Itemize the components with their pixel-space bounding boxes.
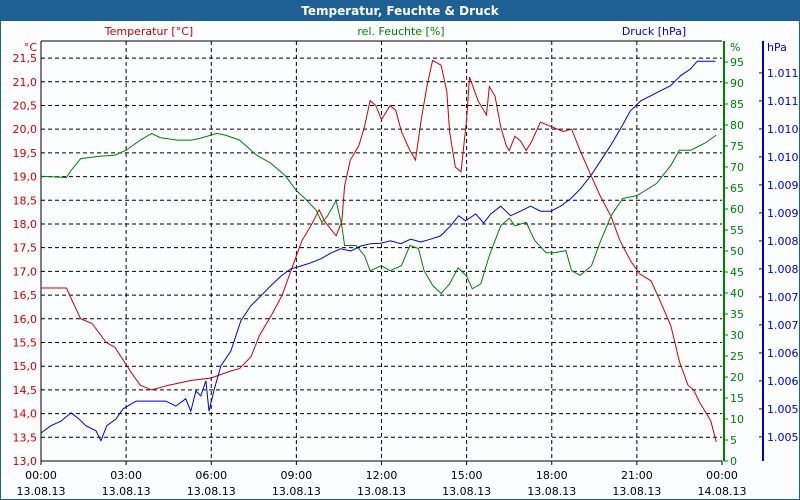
x-tick-date: 13.08.13	[442, 485, 491, 498]
temp-tick-label: 14,5	[13, 384, 38, 397]
series-line-hum	[40, 132, 717, 295]
x-tick-time: 09:00	[281, 469, 313, 482]
humidity-axis-title: rel. Feuchte [%]	[357, 25, 444, 38]
pressure-tick-label: 1.009	[767, 179, 799, 192]
humidity-tick-label: 65	[730, 182, 744, 195]
x-tick-time: 03:00	[110, 469, 142, 482]
humidity-tick-label: 50	[730, 245, 744, 258]
x-tick-time: 12:00	[366, 469, 398, 482]
temp-tick-label: 21,0	[13, 76, 38, 89]
x-tick-time: 18:00	[536, 469, 568, 482]
x-tick-date: 13.08.13	[187, 485, 236, 498]
humidity-tick-label: 55	[730, 224, 744, 237]
humidity-tick-label: 25	[730, 350, 744, 363]
temp-tick-label: 16,5	[13, 289, 38, 302]
humidity-tick-label: 70	[730, 161, 744, 174]
temp-axis-title: Temperatur [°C]	[104, 25, 193, 38]
x-tick-time: 21:00	[621, 469, 653, 482]
pressure-tick-label: 1.011	[767, 95, 799, 108]
x-tick-date: 13.08.13	[102, 485, 151, 498]
humidity-tick-label: 85	[730, 98, 744, 111]
temp-tick-label: 19,5	[13, 147, 38, 160]
temp-tick-label: 13,5	[13, 431, 38, 444]
humidity-tick-label: 20	[730, 371, 744, 384]
x-tick-time: 15:00	[451, 469, 483, 482]
humidity-tick-label: 30	[730, 329, 744, 342]
x-tick-date: 13.08.13	[17, 485, 66, 498]
x-tick-date: 13.08.13	[357, 485, 406, 498]
series-line-temp	[41, 59, 717, 443]
humidity-tick-label: 15	[730, 392, 744, 405]
series-line-press	[40, 60, 716, 443]
pressure-tick-label: 1.005	[767, 403, 799, 416]
temp-tick-label: 21,5	[13, 52, 38, 65]
x-tick-date: 13.08.13	[612, 485, 661, 498]
temp-tick-label: 14,0	[13, 408, 38, 421]
humidity-tick-label: 5	[730, 434, 737, 447]
pressure-tick-label: 1.008	[767, 235, 799, 248]
pressure-tick-label: 1.011	[767, 67, 799, 80]
x-tick-date: 14.08.13	[698, 485, 747, 498]
pressure-tick-label: 1.010	[767, 123, 799, 136]
temp-tick-label: 18,5	[13, 194, 38, 207]
humidity-tick-label: 35	[730, 308, 744, 321]
pressure-tick-label: 1.007	[767, 319, 799, 332]
humidity-tick-label: 75	[730, 140, 744, 153]
weather-chart: 13,0 13,5 14,0 14,5 15,0 15,5 16,0 16,5 17,0 17,5…	[13, 25, 799, 498]
pressure-tick-label: 1.008	[767, 263, 799, 276]
x-tick-date: 13.08.13	[272, 485, 321, 498]
humidity-unit: %	[730, 41, 740, 54]
pressure-tick-label: 1.006	[767, 375, 799, 388]
temp-tick-label: 17,0	[13, 265, 38, 278]
temp-tick-label: 18,0	[13, 218, 38, 231]
humidity-tick-label: 80	[730, 119, 744, 132]
pressure-tick-label: 1.010	[767, 151, 799, 164]
x-tick-time: 00:00	[25, 469, 57, 482]
pressure-tick-label: 1.007	[767, 291, 799, 304]
pressure-axis-title: Druck [hPa]	[622, 25, 686, 38]
temp-tick-label: 13,0	[13, 455, 38, 468]
temp-tick-label: 20,0	[13, 123, 38, 136]
humidity-tick-label: 45	[730, 266, 744, 279]
temp-tick-label: 20,5	[13, 99, 38, 112]
x-tick-date: 13.08.13	[527, 485, 576, 498]
temp-tick-label: 15,0	[13, 360, 38, 373]
temp-unit: °C	[24, 41, 38, 54]
x-tick-time: 06:00	[195, 469, 227, 482]
humidity-tick-label: 40	[730, 287, 744, 300]
temp-tick-label: 17,5	[13, 242, 38, 255]
humidity-tick-label: 0	[730, 455, 737, 468]
humidity-tick-label: 90	[730, 77, 744, 90]
humidity-tick-label: 60	[730, 203, 744, 216]
humidity-tick-label: 10	[730, 413, 744, 426]
pressure-tick-label: 1.009	[767, 207, 799, 220]
pressure-unit: hPa	[767, 41, 787, 54]
pressure-tick-label: 1.005	[767, 431, 799, 444]
temp-tick-label: 15,5	[13, 336, 38, 349]
window-title: Temperatur, Feuchte & Druck	[1, 1, 799, 21]
pressure-tick-label: 1.006	[767, 347, 799, 360]
temp-tick-label: 19,0	[13, 171, 38, 184]
x-tick-time: 00:00	[706, 469, 738, 482]
temp-tick-label: 16,0	[13, 313, 38, 326]
humidity-tick-label: 95	[730, 56, 744, 69]
